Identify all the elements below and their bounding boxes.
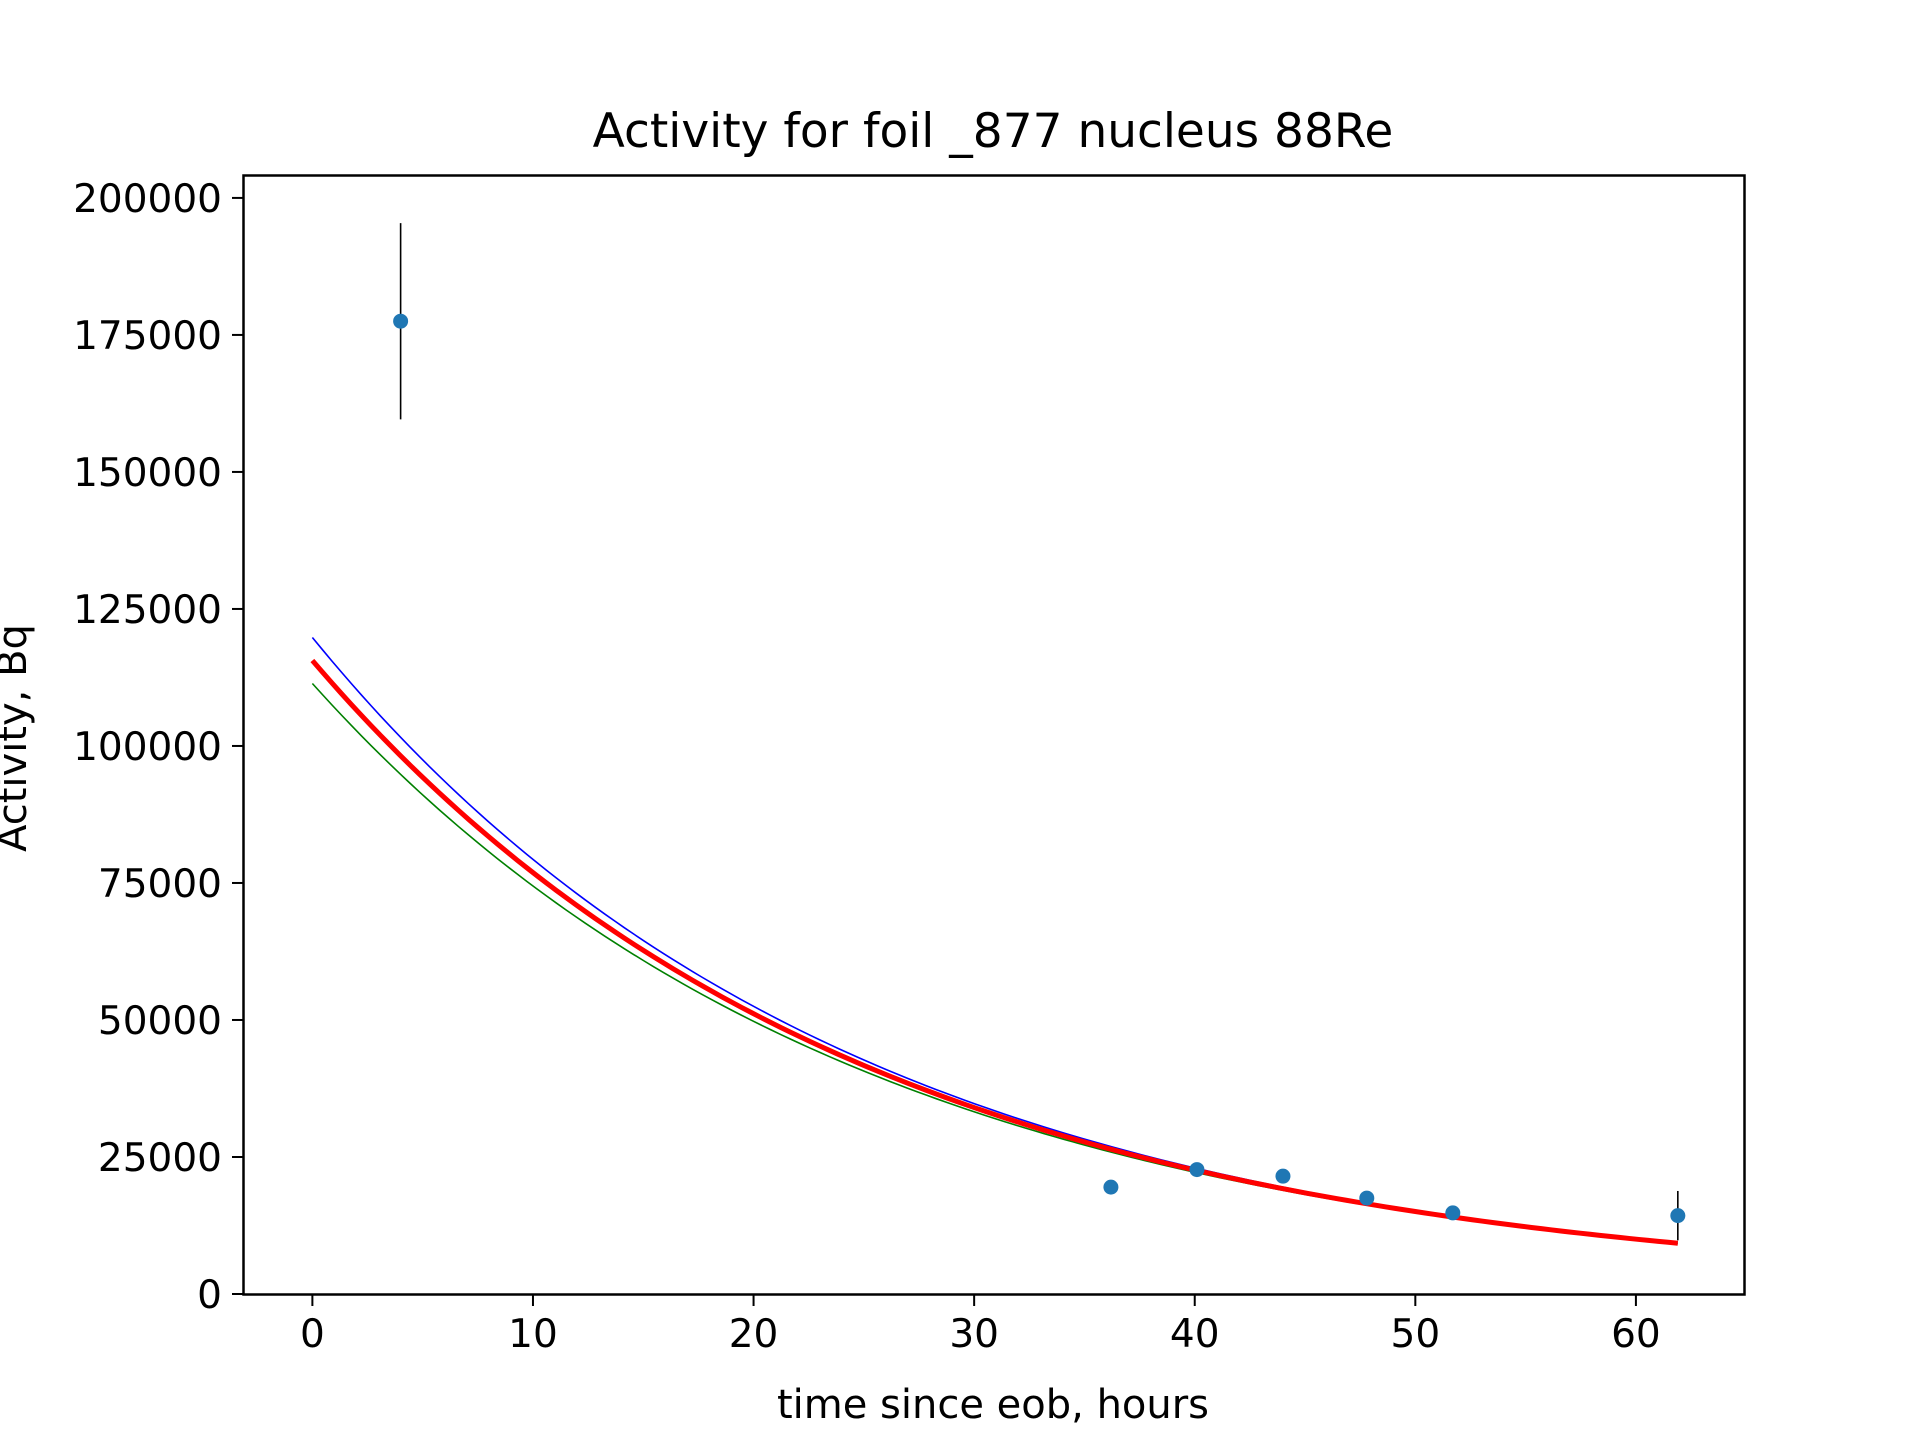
data-point — [1189, 1162, 1205, 1178]
data-point — [1103, 1179, 1119, 1195]
x-tick-label: 40 — [1170, 1312, 1220, 1357]
data-point — [1359, 1190, 1375, 1206]
data-points — [393, 223, 1686, 1241]
y-tick-label: 175000 — [73, 314, 222, 359]
y-tick-label: 200000 — [73, 177, 222, 222]
x-tick-label: 20 — [729, 1312, 779, 1357]
y-tick-label: 100000 — [73, 725, 222, 770]
x-tick-label: 10 — [508, 1312, 558, 1357]
x-tick-label: 50 — [1391, 1312, 1441, 1357]
data-point — [1670, 1208, 1686, 1224]
data-point — [393, 313, 409, 329]
plot-frame — [242, 174, 1746, 1296]
x-tick-label: 30 — [949, 1312, 999, 1357]
axis-ticks: 0 10 20 30 40 50 60 0 25000 50000 75000 100000 12500… — [73, 177, 1661, 1357]
data-point — [1275, 1168, 1291, 1184]
y-tick-label: 75000 — [98, 862, 222, 907]
y-tick-label: 125000 — [73, 588, 222, 633]
x-tick-label: 60 — [1611, 1312, 1661, 1357]
y-axis-title: Activity, Bq — [0, 624, 36, 852]
x-axis-title: time since eob, hours — [777, 1382, 1209, 1428]
data-point — [1445, 1205, 1461, 1221]
y-tick-label: 150000 — [73, 451, 222, 496]
chart-title: Activity for foil _877 nucleus 88Re — [593, 104, 1394, 159]
y-tick-label: 0 — [197, 1273, 222, 1318]
y-tick-label: 50000 — [98, 999, 222, 1044]
x-tick-label: 0 — [300, 1312, 325, 1357]
y-tick-label: 25000 — [98, 1136, 222, 1181]
